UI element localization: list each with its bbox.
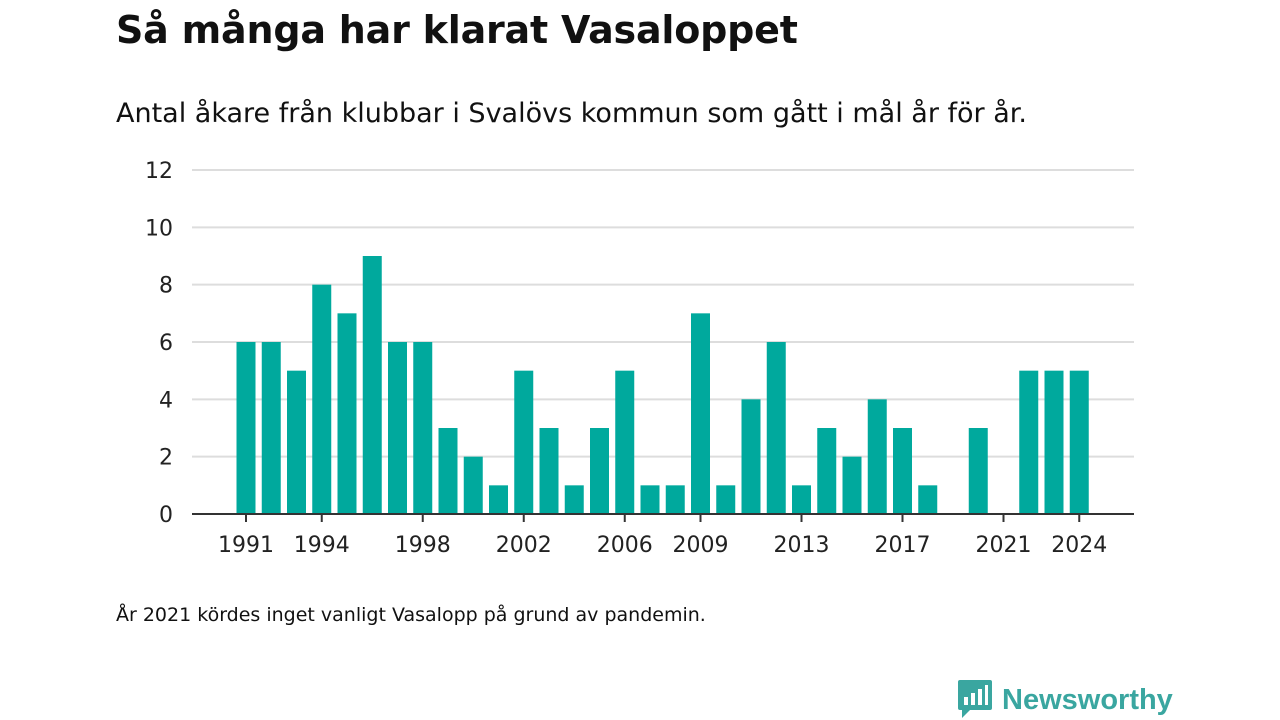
bar-2013 xyxy=(792,485,811,514)
bar-1992 xyxy=(261,342,281,514)
bar-1994 xyxy=(312,284,332,514)
bar-2010 xyxy=(716,485,736,514)
x-axis-labels: 1991 1994 1998 2002 2006 2009 2013 2017 2021 2024 xyxy=(218,533,1107,558)
bar-2017 xyxy=(893,428,912,514)
newsworthy-logo: Newsworthy xyxy=(958,680,1173,720)
bar-2009 xyxy=(691,313,710,514)
bar-2023 xyxy=(1044,370,1064,514)
bar-2000 xyxy=(463,456,483,514)
bar-1999 xyxy=(438,428,458,514)
x-tick-label: 2021 xyxy=(976,533,1032,558)
y-axis-labels: 0 2 4 6 8 10 12 xyxy=(145,159,173,528)
bar-chart: 0 2 4 6 8 10 12 1991 1994 1998 2002 2006 2009 2013 20… xyxy=(145,159,1134,558)
newsworthy-logo-icon xyxy=(958,680,992,718)
bar-2015 xyxy=(842,456,862,514)
bar-2005 xyxy=(590,428,609,514)
bar-2011 xyxy=(741,399,761,514)
bar-2002 xyxy=(514,370,534,514)
bar-1996 xyxy=(362,256,382,514)
y-tick-label: 6 xyxy=(159,331,173,356)
bar-1995 xyxy=(337,313,357,514)
x-tick-label: 1991 xyxy=(218,533,274,558)
y-tick-label: 2 xyxy=(159,446,173,471)
chart-title: Så många har klarat Vasaloppet xyxy=(116,8,798,52)
gridlines xyxy=(192,169,1134,458)
brand-name: Newsworthy xyxy=(1002,683,1173,716)
x-tick-label: 2002 xyxy=(496,533,552,558)
bar-2008 xyxy=(665,485,685,514)
bar-2020 xyxy=(968,428,988,514)
bar-2003 xyxy=(539,428,559,514)
y-tick-label: 8 xyxy=(159,274,173,299)
bar-1998 xyxy=(413,342,433,514)
x-tick-label: 1998 xyxy=(395,533,451,558)
bar-2016 xyxy=(867,399,887,514)
x-tick-label: 2024 xyxy=(1051,533,1107,558)
x-tick-label: 2006 xyxy=(597,533,653,558)
bar-2024 xyxy=(1069,370,1089,514)
x-tick-label: 2013 xyxy=(774,533,830,558)
bar-1991 xyxy=(236,342,256,514)
x-tick-label: 2009 xyxy=(673,533,729,558)
y-tick-label: 12 xyxy=(145,159,173,184)
bar-2014 xyxy=(817,428,837,514)
bar-1997 xyxy=(388,342,407,514)
y-tick-label: 0 xyxy=(159,503,173,528)
footnote: År 2021 kördes inget vanligt Vasalopp på… xyxy=(116,604,706,626)
bar-2018 xyxy=(918,485,938,514)
chart-subtitle: Antal åkare från klubbar i Svalövs kommu… xyxy=(116,98,1027,129)
bar-2022 xyxy=(1019,370,1039,514)
y-tick-label: 10 xyxy=(145,216,173,241)
x-axis xyxy=(192,513,1134,522)
bars xyxy=(236,256,1089,514)
x-tick-label: 1994 xyxy=(294,533,350,558)
bar-2012 xyxy=(766,342,786,514)
x-tick-label: 2017 xyxy=(875,533,931,558)
bar-2004 xyxy=(564,485,584,514)
bar-2006 xyxy=(615,370,635,514)
bar-1993 xyxy=(287,370,306,514)
bar-2001 xyxy=(489,485,508,514)
y-tick-label: 4 xyxy=(159,388,173,413)
bar-2007 xyxy=(640,485,660,514)
